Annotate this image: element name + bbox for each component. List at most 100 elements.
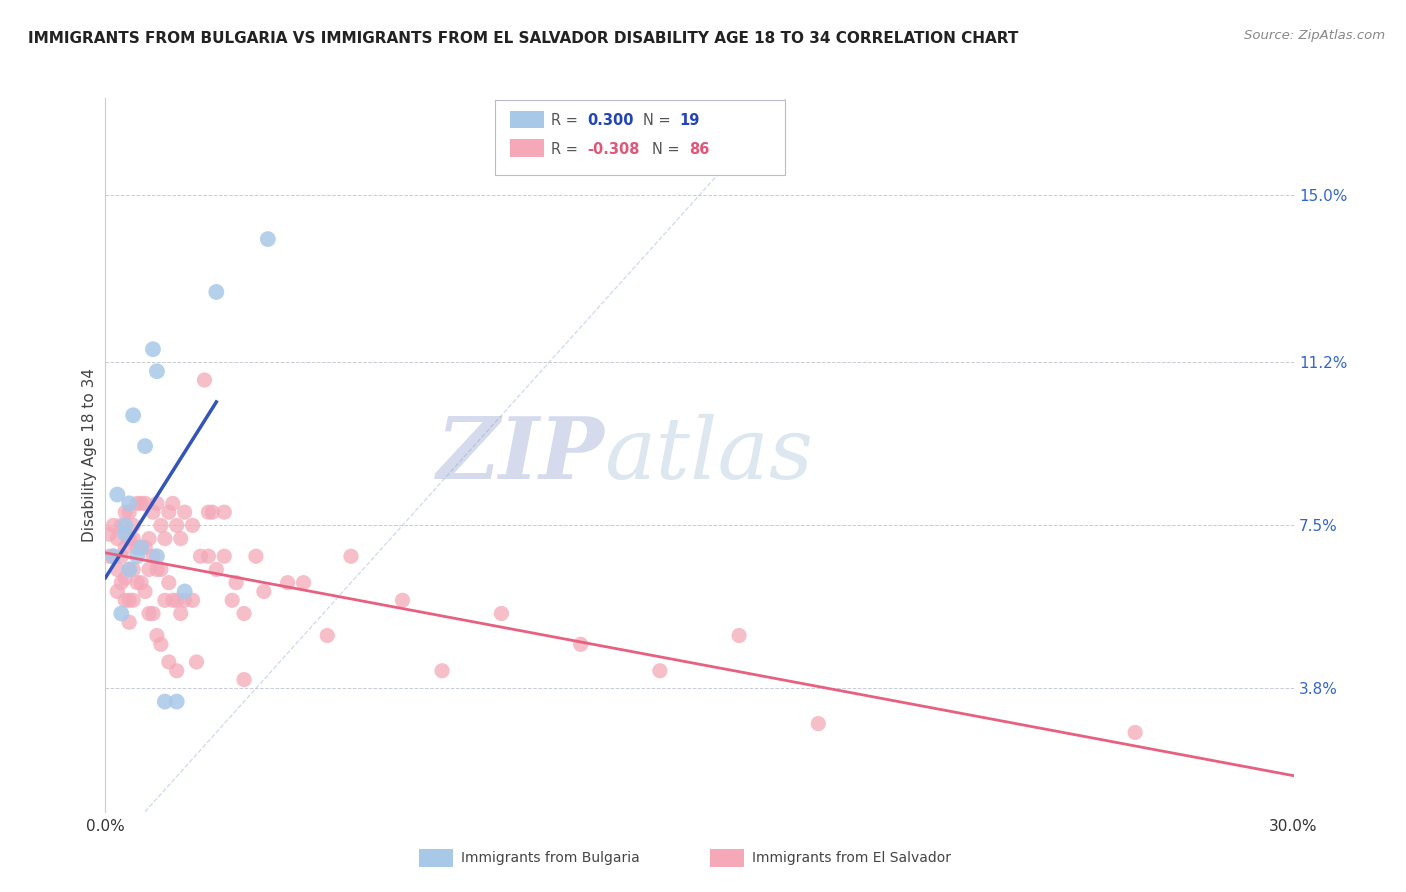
- Point: [146, 628, 169, 642]
- Point: [142, 549, 165, 564]
- Point: [728, 628, 751, 642]
- Point: [173, 505, 195, 519]
- Point: [166, 593, 188, 607]
- Text: N =: N =: [652, 142, 685, 157]
- Point: [491, 607, 513, 621]
- Point: [118, 496, 141, 510]
- Point: [153, 593, 176, 607]
- Point: [146, 562, 169, 576]
- Point: [225, 575, 247, 590]
- Point: [181, 518, 204, 533]
- Point: [256, 232, 278, 246]
- Point: [127, 549, 149, 564]
- Text: R =: R =: [551, 142, 582, 157]
- Point: [569, 637, 592, 651]
- Point: [114, 518, 136, 533]
- Point: [110, 575, 132, 590]
- Point: [340, 549, 363, 564]
- Point: [149, 637, 172, 651]
- Text: ZIP: ZIP: [437, 413, 605, 497]
- Text: 0.300: 0.300: [588, 113, 634, 128]
- Point: [166, 664, 188, 678]
- Point: [129, 496, 152, 510]
- Point: [277, 575, 299, 590]
- Point: [142, 342, 165, 356]
- Text: 86: 86: [689, 142, 709, 157]
- Point: [253, 584, 276, 599]
- Point: [129, 575, 152, 590]
- Point: [142, 505, 165, 519]
- Point: [430, 664, 453, 678]
- Point: [233, 673, 256, 687]
- Point: [648, 664, 671, 678]
- Point: [186, 655, 208, 669]
- Point: [110, 549, 132, 564]
- Point: [114, 527, 136, 541]
- Point: [162, 593, 184, 607]
- Point: [138, 532, 160, 546]
- Point: [127, 496, 149, 510]
- Point: [118, 593, 141, 607]
- Point: [166, 518, 188, 533]
- Point: [197, 505, 219, 519]
- Point: [142, 607, 165, 621]
- Point: [103, 549, 125, 564]
- Point: [190, 549, 212, 564]
- Point: [105, 562, 128, 576]
- Point: [170, 607, 193, 621]
- Point: [114, 593, 136, 607]
- Point: [122, 518, 145, 533]
- Point: [205, 285, 228, 299]
- Point: [105, 532, 128, 546]
- Point: [110, 607, 132, 621]
- Point: [149, 562, 172, 576]
- Point: [162, 496, 184, 510]
- Point: [129, 541, 152, 555]
- Point: [245, 549, 267, 564]
- Point: [170, 532, 193, 546]
- Point: [201, 505, 224, 519]
- Point: [134, 584, 156, 599]
- Point: [118, 615, 141, 630]
- Point: [122, 532, 145, 546]
- Point: [157, 655, 180, 669]
- Point: [173, 584, 195, 599]
- Point: [193, 373, 215, 387]
- Text: Immigrants from Bulgaria: Immigrants from Bulgaria: [461, 851, 640, 865]
- Point: [391, 593, 413, 607]
- Text: atlas: atlas: [605, 414, 814, 496]
- Point: [214, 549, 236, 564]
- Point: [103, 549, 125, 564]
- Point: [118, 505, 141, 519]
- Point: [292, 575, 315, 590]
- Point: [138, 562, 160, 576]
- Point: [98, 527, 121, 541]
- Point: [98, 549, 121, 564]
- Text: R =: R =: [551, 113, 582, 128]
- Point: [122, 593, 145, 607]
- Point: [221, 593, 243, 607]
- Point: [110, 518, 132, 533]
- Point: [807, 716, 830, 731]
- Point: [146, 549, 169, 564]
- Text: IMMIGRANTS FROM BULGARIA VS IMMIGRANTS FROM EL SALVADOR DISABILITY AGE 18 TO 34 : IMMIGRANTS FROM BULGARIA VS IMMIGRANTS F…: [28, 31, 1018, 46]
- Point: [153, 532, 176, 546]
- Point: [146, 496, 169, 510]
- Point: [233, 607, 256, 621]
- Point: [127, 575, 149, 590]
- Point: [127, 541, 149, 555]
- Point: [134, 541, 156, 555]
- Point: [157, 505, 180, 519]
- Point: [316, 628, 339, 642]
- Text: Immigrants from El Salvador: Immigrants from El Salvador: [752, 851, 952, 865]
- Point: [114, 571, 136, 585]
- Point: [214, 505, 236, 519]
- Point: [146, 364, 169, 378]
- Point: [105, 584, 128, 599]
- Text: N =: N =: [643, 113, 675, 128]
- Point: [105, 487, 128, 501]
- Point: [118, 562, 141, 576]
- Text: 19: 19: [679, 113, 699, 128]
- Point: [153, 695, 176, 709]
- Point: [1123, 725, 1146, 739]
